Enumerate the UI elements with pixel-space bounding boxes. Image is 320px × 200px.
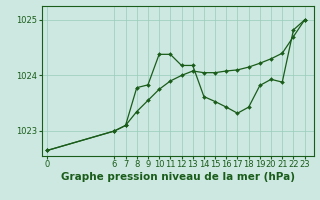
X-axis label: Graphe pression niveau de la mer (hPa): Graphe pression niveau de la mer (hPa) bbox=[60, 172, 295, 182]
